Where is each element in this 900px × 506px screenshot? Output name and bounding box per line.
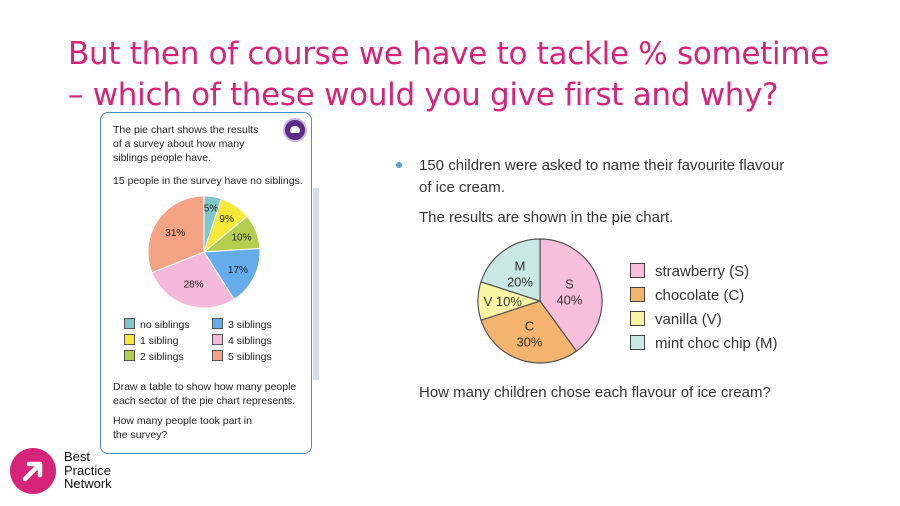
pie-slice-label: 20%: [507, 274, 533, 289]
card-edge-shadow: [313, 188, 319, 380]
pie-slice-label: 31%: [165, 228, 185, 239]
card-intro-line: The pie chart shows the results: [113, 124, 259, 136]
legend-label: 4 siblings: [228, 335, 272, 347]
logo-text: Best Practice Network: [64, 450, 112, 491]
card-intro-line: siblings people have.: [113, 152, 212, 164]
ice-cream-intro-line-2: of ice cream.: [419, 179, 505, 196]
legend-item: 2 siblings: [124, 350, 184, 364]
pie-slice-chocolate: [480, 300, 578, 364]
pie-slice-strawberry: [539, 238, 603, 352]
ice-cream-intro-line-1: 150 children were asked to name their fa…: [419, 157, 785, 174]
pie-slice-label: 40%: [556, 292, 582, 307]
pie-slice-label: 17%: [228, 265, 248, 276]
card-question-line: How many people took part in: [113, 415, 252, 427]
legend-item: vanilla (V): [630, 310, 722, 330]
card-note: 15 people in the survey have no siblings…: [113, 175, 303, 187]
legend-label: 2 siblings: [140, 351, 184, 363]
slide-title: But then of course we have to tackle % s…: [68, 34, 868, 116]
logo-text-line: Practice: [64, 462, 111, 478]
legend-label: no siblings: [140, 319, 190, 331]
siblings-question-card: The pie chart shows the results of a sur…: [100, 112, 312, 454]
legend-swatch: [630, 335, 645, 350]
legend-item: no siblings: [124, 318, 190, 332]
legend-swatch: [124, 334, 135, 345]
legend-label: strawberry (S): [655, 263, 750, 280]
logo-text-line: Best: [64, 449, 91, 464]
pie-slice-label: V 10%: [484, 294, 523, 309]
pie-slice-label: S: [565, 276, 574, 291]
legend-item: 1 sibling: [124, 334, 179, 348]
card-question-1: Draw a table to show how many people eac…: [113, 380, 296, 408]
card-question-line: each sector of the pie chart represents.: [113, 395, 296, 407]
pie-slice-label: M: [515, 258, 526, 273]
legend-label: chocolate (C): [655, 287, 745, 304]
logo-text-line: Network: [64, 476, 112, 491]
legend-swatch: [630, 287, 645, 302]
legend-swatch: [212, 318, 223, 329]
slide-title-line-1: But then of course we have to tackle % s…: [68, 36, 830, 72]
pie-slice-label: 9%: [219, 214, 234, 225]
pie-slice-3-siblings: [203, 247, 261, 300]
legend-swatch: [212, 350, 223, 361]
siblings-pie-chart: 5%9% 10% 17% 28% 31%: [147, 195, 261, 309]
legend-item: strawberry (S): [630, 262, 749, 282]
ice-cream-pie-chart: S40% C30% V 10% M20%: [477, 238, 603, 364]
legend-item: 3 siblings: [212, 318, 272, 332]
legend-label: vanilla (V): [655, 311, 722, 328]
legend-swatch: [124, 350, 135, 361]
card-intro: The pie chart shows the results of a sur…: [113, 123, 258, 165]
logo-arrow-icon: [10, 448, 56, 494]
card-question-line: Draw a table to show how many people: [113, 381, 297, 393]
legend-label: 5 siblings: [228, 351, 272, 363]
thinking-cloud-icon: [283, 118, 307, 142]
pie-slice-label: 30%: [516, 334, 542, 349]
legend-item: 5 siblings: [212, 350, 272, 364]
legend-swatch: [124, 318, 135, 329]
legend-label: 3 siblings: [228, 319, 272, 331]
pie-slice-label: 28%: [184, 279, 204, 290]
legend-label: 1 sibling: [140, 335, 179, 347]
pie-slice-label: 5%: [204, 203, 219, 214]
legend-item: chocolate (C): [630, 286, 744, 306]
card-question-2: How many people took part in the survey?: [113, 414, 252, 442]
legend-item: 4 siblings: [212, 334, 272, 348]
pie-slice-label: C: [525, 318, 534, 333]
legend-swatch: [630, 263, 645, 278]
card-question-line: the survey?: [113, 429, 168, 441]
ice-cream-intro-line-3: The results are shown in the pie chart.: [419, 209, 674, 226]
legend-swatch: [212, 334, 223, 345]
card-intro-line: of a survey about how many: [113, 138, 245, 150]
legend-swatch: [630, 311, 645, 326]
slide-title-line-2: – which of these would you give first an…: [68, 77, 779, 113]
legend-item: mint choc chip (M): [630, 334, 778, 354]
ice-cream-question: How many children chose each flavour of …: [419, 384, 771, 401]
pie-slice-4-siblings: [151, 251, 235, 309]
pie-slice-mint-choc-chip: [480, 238, 541, 302]
pie-slice-label: 10%: [231, 233, 251, 244]
legend-label: mint choc chip (M): [655, 335, 778, 352]
pie-slice-5-siblings: [147, 195, 205, 274]
bullet-point: [396, 162, 402, 168]
